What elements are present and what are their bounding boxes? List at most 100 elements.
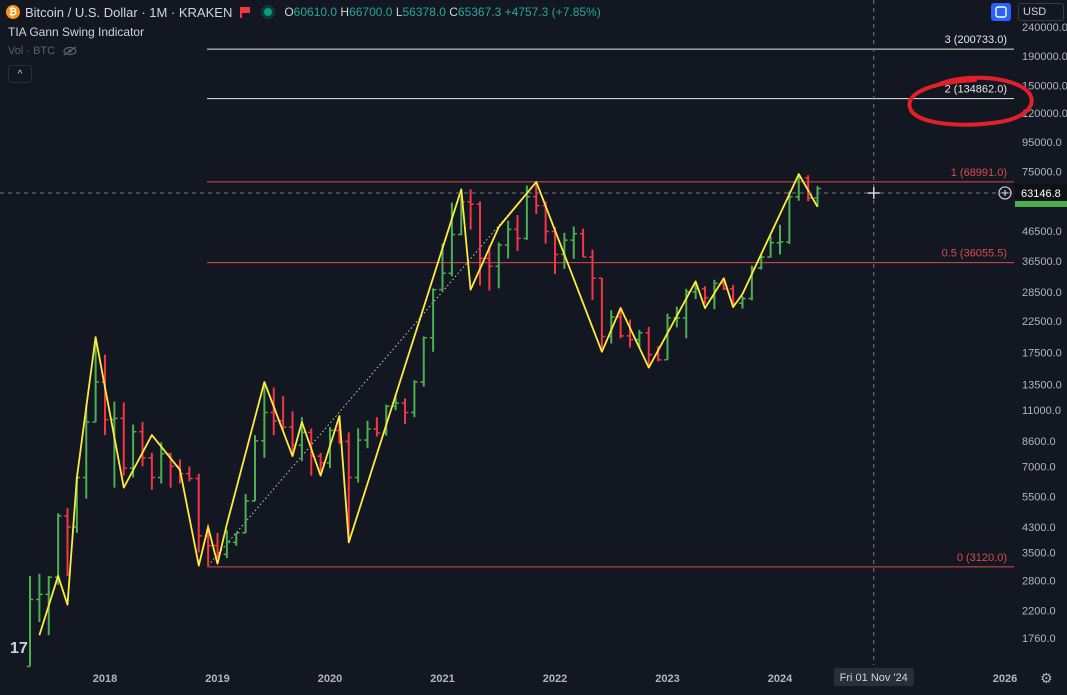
ohlc-bar: [626, 319, 634, 348]
price-tick-label: 36500.0: [1022, 256, 1062, 268]
high-key: H: [340, 5, 350, 19]
ohlc-bar: [148, 452, 156, 490]
ohlc-bar: [345, 432, 353, 543]
ohlc-bar: [514, 214, 521, 251]
ohlc-bar: [223, 529, 231, 558]
price-tick-label: 95000.0: [1022, 137, 1062, 149]
ohlc-bar: [364, 420, 371, 449]
ohlc-bar: [429, 288, 437, 352]
price-tick-label: 3500.0: [1022, 548, 1056, 560]
ohlc-bar: [551, 227, 559, 274]
open-key: O: [284, 5, 294, 19]
ohlc-bar: [26, 575, 34, 668]
ohlc-bar: [411, 380, 418, 418]
ohlc-bar: [739, 296, 746, 309]
price-tick-label: 2200.0: [1022, 605, 1056, 617]
price-tick-label: 11000.0: [1022, 405, 1061, 417]
ohlc-bar: [139, 422, 146, 467]
gann-level-label: 3 (200733.0): [945, 34, 1007, 46]
price-tick-label: 4300.0: [1022, 522, 1056, 534]
auto-scale-button[interactable]: [991, 3, 1011, 21]
time-tick-label: 2026: [993, 673, 1017, 685]
chevron-up-icon: ^: [17, 68, 23, 80]
trend-dotted-line: [207, 181, 537, 566]
time-tick-label: 2018: [93, 673, 117, 685]
ohlc-bar: [251, 435, 259, 502]
time-tick-label: 2020: [318, 673, 342, 685]
ohlc-bar: [439, 243, 446, 291]
ohlc-bar: [532, 181, 540, 215]
ohlc-values: O60610.0 H66700.0 L56378.0 C65367.3 +475…: [284, 5, 600, 19]
crosshair-date-label: Fri 01 Nov '24: [840, 672, 908, 684]
annotation-circle: [907, 75, 1034, 127]
ohlc-bar: [420, 336, 428, 387]
ohlc-bar: [495, 242, 503, 289]
volume-legend[interactable]: Vol · BTC: [8, 45, 77, 57]
ohlc-bar: [636, 329, 643, 348]
price-tick-label: 150000.0: [1022, 80, 1067, 92]
ohlc-bar: [776, 224, 784, 255]
price-tick-label: 75000.0: [1022, 167, 1062, 179]
market-status-icon: [264, 8, 273, 16]
currency-select[interactable]: USD: [1018, 3, 1064, 21]
ohlc-bar: [270, 387, 278, 436]
gear-icon[interactable]: ⚙: [1040, 670, 1053, 686]
ohlc-bar: [664, 313, 671, 361]
ohlc-bar: [757, 254, 765, 270]
ohlc-bar: [373, 417, 381, 437]
ohlc-bar: [64, 508, 71, 576]
tradingview-logo[interactable]: 17: [10, 640, 28, 657]
ohlc-bar: [579, 228, 587, 258]
ohlc-bar: [279, 396, 287, 430]
price-tick-label: 1760.0: [1022, 633, 1056, 645]
current-price-box: [1015, 183, 1067, 201]
price-tick-label: 7000.0: [1022, 461, 1056, 473]
time-tick-label: 2019: [205, 673, 229, 685]
ohlc-bar: [120, 402, 128, 476]
ohlc-bar: [504, 220, 512, 259]
add-alert-icon: [998, 186, 1012, 200]
gann-level-label: 2 (134862.0): [945, 84, 1007, 96]
symbol-header: ₿ Bitcoin / U.S. Dollar · 1M · KRAKEN O6…: [6, 3, 601, 21]
add-alert-plus: [1002, 189, 1008, 196]
ohlc-bar: [92, 337, 99, 423]
ohlc-bar: [467, 189, 474, 230]
ohlc-bar: [82, 405, 90, 499]
crosshair-date-box: [833, 668, 914, 686]
open-value: 60610.0: [293, 5, 338, 19]
ohlc-bar: [186, 466, 193, 482]
ohlc-bar: [195, 473, 203, 553]
ohlc-bar: [645, 326, 653, 368]
ohlc-bar: [476, 201, 484, 286]
scale-icon: [995, 6, 1007, 18]
price-tick-label: 13500.0: [1022, 380, 1062, 392]
price-tick-label: 2800.0: [1022, 575, 1056, 587]
current-price-label: 63146.8: [1021, 188, 1061, 200]
price-tick-label: 17500.0: [1022, 347, 1062, 359]
price-tick-label: 240000.0: [1022, 22, 1067, 34]
ohlc-bar: [261, 381, 268, 458]
price-tick-label: 120000.0: [1022, 108, 1067, 120]
indicator-name[interactable]: TIA Gann Swing Indicator: [8, 25, 145, 39]
eye-off-icon[interactable]: [63, 46, 77, 56]
price-tick-label: 46500.0: [1022, 226, 1062, 238]
time-tick-label: 2022: [543, 673, 567, 685]
change-value: +4757.3 (+7.85%): [504, 5, 601, 19]
bitcoin-icon: ₿: [6, 5, 20, 19]
ohlc-bar: [617, 307, 624, 339]
ohlc-bar: [814, 186, 821, 207]
gann-level-label: 1 (68991.0): [951, 167, 1007, 179]
ohlc-bar: [354, 428, 362, 483]
collapse-legend-button[interactable]: ^: [8, 65, 32, 83]
price-tick-label: 28500.0: [1022, 287, 1062, 299]
ohlc-bar: [157, 442, 165, 484]
gann-level-label: 0 (3120.0): [957, 552, 1007, 564]
flag-icon[interactable]: [240, 7, 251, 18]
swing-line: [38, 173, 819, 636]
ohlc-bar: [401, 398, 409, 424]
price-tick-label: 5500.0: [1022, 491, 1056, 503]
symbol-title[interactable]: Bitcoin / U.S. Dollar · 1M · KRAKEN: [25, 4, 233, 20]
gann-level-label: 0.5 (36055.5): [942, 248, 1007, 260]
